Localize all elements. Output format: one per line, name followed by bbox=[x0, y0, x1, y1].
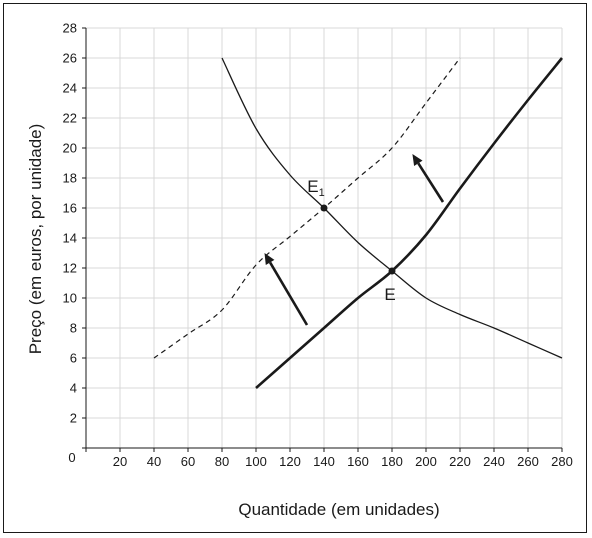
shift-arrow-head bbox=[412, 154, 423, 166]
x-tick-label: 240 bbox=[483, 454, 505, 469]
equilibrium-point-E bbox=[388, 267, 396, 275]
x-tick-label: 120 bbox=[279, 454, 301, 469]
y-tick-label: 26 bbox=[63, 51, 77, 66]
y-tick-label: 8 bbox=[70, 321, 77, 336]
y-tick-label: 10 bbox=[63, 291, 77, 306]
series-line-3 bbox=[153, 57, 461, 359]
y-tick-label: 12 bbox=[63, 261, 77, 276]
y-axis-title: Preço (em euros, por unidade) bbox=[26, 124, 45, 355]
shift-arrow-head bbox=[264, 253, 275, 266]
point-label-E: E bbox=[384, 285, 395, 304]
x-tick-label: 180 bbox=[381, 454, 403, 469]
grid bbox=[86, 27, 563, 448]
y-tick-label: 6 bbox=[70, 351, 77, 366]
shift-arrow-shaft bbox=[417, 162, 445, 203]
y-tick-label: 2 bbox=[70, 411, 77, 426]
x-tick-label: 220 bbox=[449, 454, 471, 469]
x-tick-label: 200 bbox=[415, 454, 437, 469]
y-tick-label: 4 bbox=[70, 381, 77, 396]
point-label-E1: E1 bbox=[307, 177, 324, 199]
y-tick-label: 14 bbox=[63, 231, 77, 246]
x-tick-label: 260 bbox=[517, 454, 539, 469]
x-axis-title: Quantidade (em unidades) bbox=[238, 500, 439, 519]
axes bbox=[82, 27, 563, 452]
x-tick-label: 60 bbox=[181, 454, 195, 469]
x-tick-label: 40 bbox=[147, 454, 161, 469]
x-tick-label: 140 bbox=[313, 454, 335, 469]
series-line-2 bbox=[255, 57, 564, 389]
equilibrium-point-E1 bbox=[320, 204, 328, 212]
origin-label: 0 bbox=[68, 450, 75, 465]
shift-arrow-shaft bbox=[268, 261, 309, 326]
x-tick-label: 160 bbox=[347, 454, 369, 469]
y-tick-label: 28 bbox=[63, 21, 77, 36]
x-tick-label: 280 bbox=[551, 454, 573, 469]
x-tick-label: 80 bbox=[215, 454, 229, 469]
y-tick-label: 20 bbox=[63, 141, 77, 156]
x-tick-label: 20 bbox=[113, 454, 127, 469]
equilibrium-points: E E1 bbox=[307, 177, 395, 304]
point-label-subscript: 1 bbox=[319, 187, 325, 199]
arrows bbox=[264, 154, 445, 326]
y-tick-label: 24 bbox=[63, 81, 77, 96]
x-tick-label: 100 bbox=[245, 454, 267, 469]
y-tick-label: 22 bbox=[63, 111, 77, 126]
y-tick-label: 16 bbox=[63, 201, 77, 216]
y-tick-label: 18 bbox=[63, 171, 77, 186]
